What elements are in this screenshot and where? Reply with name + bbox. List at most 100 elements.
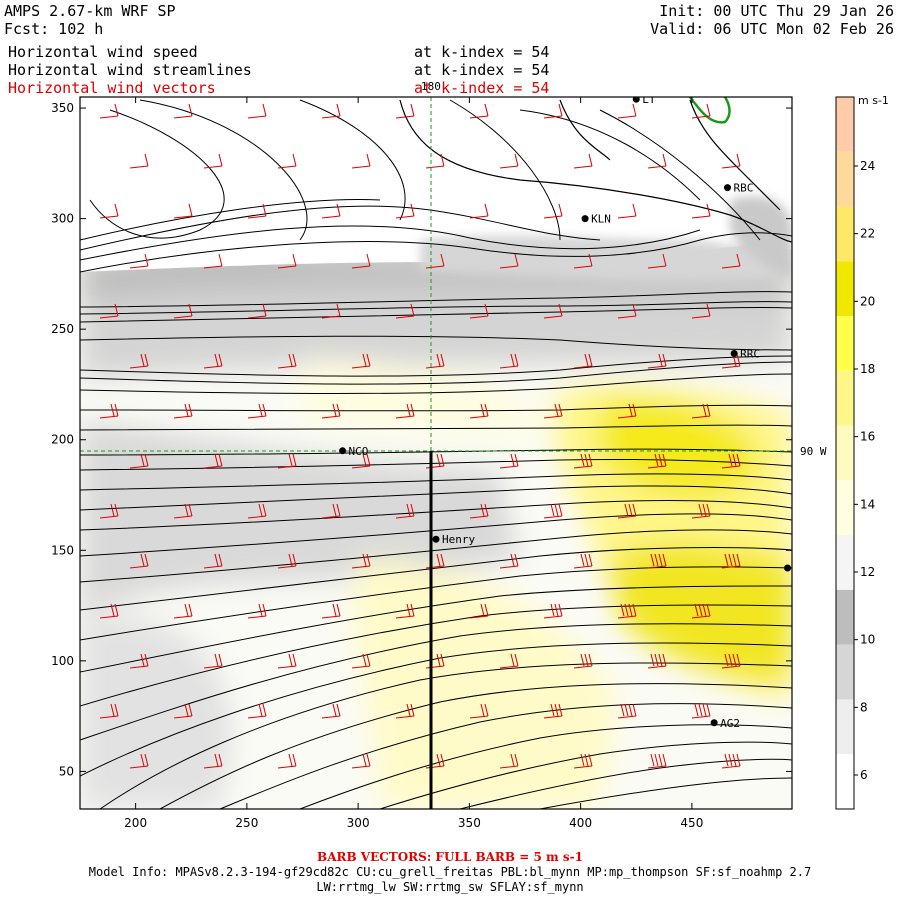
x-tick-label: 350 [458, 816, 481, 830]
y-tick-label: 100 [51, 654, 74, 668]
wind-barb [573, 553, 593, 569]
station-marker [784, 564, 792, 572]
wind-barb [647, 153, 667, 169]
wind-barb [129, 253, 149, 269]
station-label: RBC [733, 182, 753, 195]
wind-barb [647, 753, 667, 769]
wind-barb [351, 653, 371, 669]
wind-barb [499, 753, 519, 769]
wind-barb [469, 203, 489, 219]
wind-barb [351, 353, 371, 369]
station-marker [710, 719, 718, 727]
colorbar-segment [836, 644, 854, 700]
colorbar-segment [836, 97, 854, 152]
wind-barb [247, 703, 267, 719]
wind-barb [173, 603, 193, 619]
colorbar-segment [836, 151, 854, 207]
init-time: Init: 00 UTC Thu 29 Jan 26 [659, 2, 894, 20]
station-marker [632, 97, 640, 103]
x-tick-label: 450 [680, 816, 703, 830]
station-label: Henry [442, 533, 475, 546]
station-marker [723, 184, 731, 192]
wind-barb [321, 603, 341, 619]
wind-barb [203, 353, 223, 369]
wind-barb [99, 403, 119, 419]
colorbar-segment [836, 425, 854, 481]
wind-barb [573, 153, 593, 169]
field-name-streamlines: Horizontal wind streamlines [8, 61, 252, 79]
wind-barb [617, 203, 637, 219]
station-marker [339, 447, 347, 455]
wind-barb [321, 303, 341, 319]
wind-barb [499, 253, 519, 269]
wind-barb [277, 153, 297, 169]
wind-barb [395, 403, 415, 419]
wind-barb [425, 253, 445, 269]
wind-barb [129, 553, 149, 569]
field-level-speed: at k-index = 54 [414, 43, 550, 61]
model-info: Model Info: MPASv8.2.3-194-gf29cd82c CU:… [88, 865, 812, 879]
wind-barb [647, 653, 667, 669]
x-tick-label: 400 [569, 816, 592, 830]
y-tick-label: 150 [51, 543, 74, 557]
colorbar-tick-label: 6 [860, 768, 868, 782]
colorbar-tick-label: 22 [860, 227, 875, 241]
colorbar-segment [836, 261, 854, 317]
wind-barbs [99, 103, 741, 769]
wind-barb [691, 203, 711, 219]
parallel-label: 90 W [800, 445, 827, 458]
field-level-streamlines: at k-index = 54 [414, 61, 550, 79]
wind-barb [203, 653, 223, 669]
green-contour [689, 97, 731, 124]
wind-barb [321, 503, 341, 519]
colorbar-tick-label: 16 [860, 430, 875, 444]
wind-barb [277, 653, 297, 669]
meridian-label: 180 [421, 80, 441, 93]
wind-barb [277, 753, 297, 769]
wind-barb [469, 603, 489, 619]
y-tick-label: 300 [51, 212, 74, 226]
colorbar-segment [836, 535, 854, 590]
wind-barb [99, 203, 119, 219]
colorbar-tick-label: 10 [860, 633, 875, 647]
wind-speed-shading: LT RBC KLN RRC NCO Henry AG2 [80, 97, 792, 809]
wind-barb [425, 553, 445, 569]
wind-barb [499, 553, 519, 569]
wind-barb [99, 103, 119, 119]
wind-barb [321, 103, 341, 119]
colorbar-segment [836, 370, 854, 426]
x-tick-label: 200 [124, 816, 147, 830]
wind-barb [469, 403, 489, 419]
colorbar-unit: m s-1 [858, 94, 889, 107]
colorbar-tick-label: 8 [860, 700, 868, 714]
model-info-line2: LW:rrtmg_lw SW:rrtmg_sw SFLAY:sf_mynn [316, 880, 584, 894]
model-title: AMPS 2.67-km WRF SP [4, 2, 176, 20]
wind-barb [617, 303, 637, 319]
x-tick-label: 250 [235, 816, 258, 830]
wind-barb [617, 703, 637, 719]
wind-barb [203, 453, 223, 469]
wind-barb [721, 553, 741, 569]
wind-barb [425, 453, 445, 469]
wind-barb [173, 403, 193, 419]
plot-frame [79, 96, 793, 810]
wind-barb [543, 703, 563, 719]
wind-barb [617, 103, 637, 119]
station-marker [581, 215, 589, 223]
station-label: RRC [740, 347, 760, 360]
wind-barb [691, 403, 711, 419]
wind-barb [691, 303, 711, 319]
wind-barb [247, 503, 267, 519]
wind-barb [499, 353, 519, 369]
wind-barb [647, 453, 667, 469]
wind-barb [721, 253, 741, 269]
wind-barb [395, 603, 415, 619]
wind-barb [469, 303, 489, 319]
wind-barb [173, 103, 193, 119]
wind-barb [99, 503, 119, 519]
wind-barb [499, 453, 519, 469]
barb-note: BARB VECTORS: FULL BARB = 5 m s-1 [317, 850, 583, 864]
colorbar-tick-label: 18 [860, 362, 875, 376]
colorbar-tick-label: 20 [860, 294, 875, 308]
colorbar: 6 8 10 12 14 16 18 20 22 24 m s-1 [835, 94, 889, 810]
